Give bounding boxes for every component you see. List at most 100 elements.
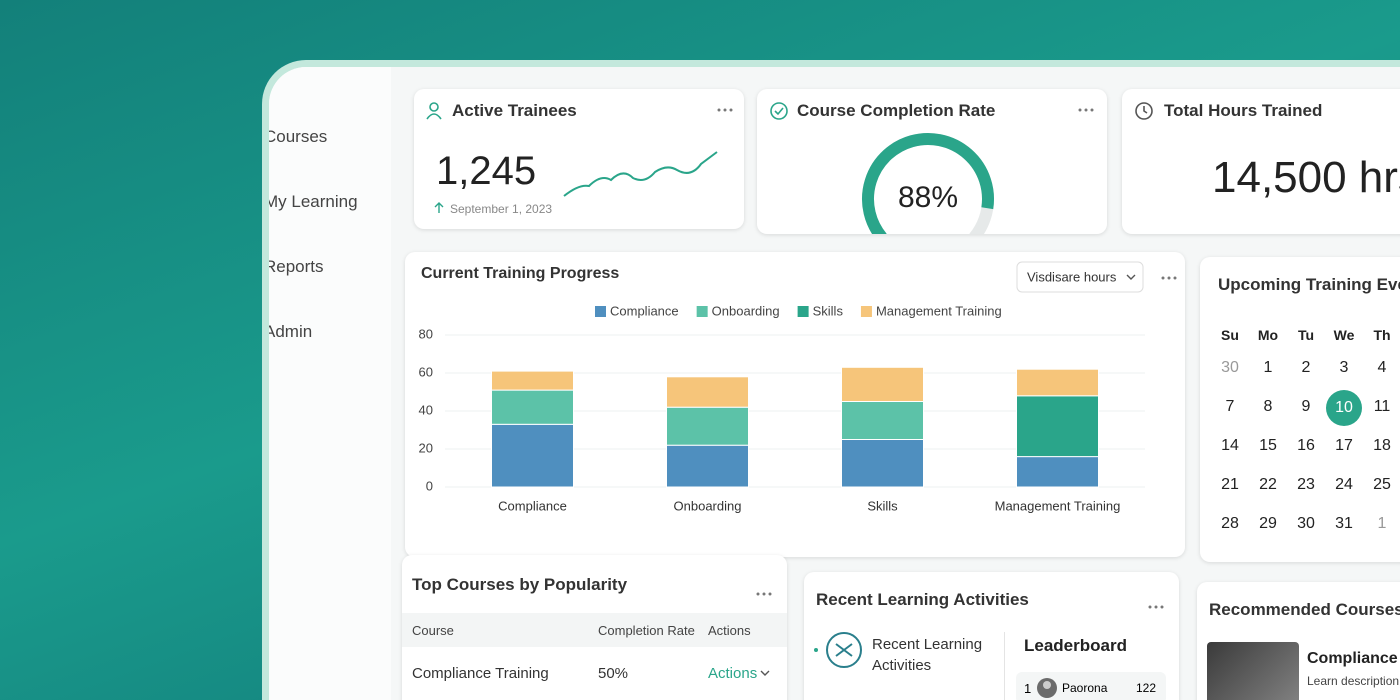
chart-title: Current Training Progress <box>421 265 619 282</box>
calendar-cell[interactable]: 15 <box>1259 437 1277 454</box>
x-tick-label: Compliance <box>498 498 567 513</box>
points: 122 <box>1135 681 1156 695</box>
active-trainees-card: Active Trainees 1,245 September 1, 2023 <box>414 89 744 229</box>
up-arrow <box>434 202 444 213</box>
kpi-value: 1,245 <box>436 149 537 193</box>
calendar-cell[interactable]: 9 <box>1301 398 1311 415</box>
x-tick-label: Onboarding <box>674 498 742 513</box>
actions-button[interactable]: Actions <box>708 665 758 682</box>
users-icon <box>426 102 442 120</box>
calendar-cell[interactable]: 2 <box>1301 359 1311 376</box>
completion-rate: 50% <box>598 665 629 682</box>
calendar-cell[interactable]: 29 <box>1259 515 1277 532</box>
completion-card: Course Completion Rate 88% <box>757 89 1107 234</box>
calendar-cell[interactable]: 18 <box>1373 437 1391 454</box>
chart: Current Training Progress Visdisare hour… <box>419 261 1177 513</box>
dropdown-label[interactable]: Visdisare hours <box>1027 269 1117 284</box>
card-title: Course Completion Rate <box>797 101 996 120</box>
card-title: Upcoming Training Events <box>1218 275 1400 294</box>
calendar-cell[interactable]: 3 <box>1339 359 1349 376</box>
bar-segment <box>491 370 574 391</box>
menu-dots[interactable] <box>1077 107 1095 113</box>
x-tick-label: Management Training <box>995 498 1121 513</box>
card-title: Total Hours Trained <box>1164 101 1323 120</box>
menu-dots[interactable] <box>755 591 773 597</box>
nav-item[interactable]: Admin <box>264 322 313 341</box>
menu-dots[interactable] <box>716 107 734 113</box>
dashboard-panel: Courses My Learning Reports Admin Active… <box>262 60 1400 700</box>
menu-dots[interactable] <box>1147 604 1165 610</box>
course-thumbnail <box>1207 642 1299 700</box>
nav-item[interactable]: My Learning <box>264 192 358 211</box>
bar-segment <box>666 406 749 446</box>
kpi-value: 14,500 hrs <box>1212 153 1400 202</box>
legend-label: Onboarding <box>712 303 780 318</box>
calendar-cell[interactable]: 21 <box>1221 476 1239 493</box>
calendar-cell[interactable]: 11 <box>1373 398 1391 415</box>
leaderboard-row: 1 Paorona 122 <box>1016 672 1166 700</box>
nav-item[interactable]: Courses <box>264 127 328 146</box>
chevron <box>1126 274 1136 280</box>
calendar-cell[interactable]: 28 <box>1221 515 1239 532</box>
activity-text: Recent Learning Activities <box>872 636 983 674</box>
recommended-card: Recommended Courses Compliance Training … <box>1197 582 1400 700</box>
calendar-cell[interactable]: Th <box>1373 327 1391 343</box>
y-tick-label: 20 <box>419 440 433 455</box>
calendar-cell[interactable]: 1 <box>1377 515 1387 532</box>
dropdown[interactable] <box>1016 261 1144 293</box>
calendar-cell[interactable]: 30 <box>1297 515 1315 532</box>
y-tick-label: 60 <box>419 364 433 379</box>
calendar-cell[interactable]: 7 <box>1225 398 1235 415</box>
divider <box>1004 632 1005 700</box>
y-tick-label: 0 <box>426 478 433 493</box>
activity-icon <box>814 632 862 668</box>
calendar-cell[interactable]: 4 <box>1377 359 1387 376</box>
menu-dots[interactable] <box>1161 276 1177 280</box>
legend-label: Compliance <box>610 303 679 318</box>
header-cell: Completion Rate <box>598 623 695 638</box>
calendar-cell[interactable]: We <box>1333 327 1355 343</box>
calendar-cell[interactable]: 1 <box>1263 359 1273 376</box>
bar-segment <box>666 444 749 488</box>
header-cell: Actions <box>708 623 751 638</box>
calendar-cell[interactable]: 10 <box>1326 390 1362 426</box>
course-title[interactable]: Compliance Training <box>1307 650 1400 667</box>
legend-swatch <box>797 306 809 317</box>
x-tick-label: Skills <box>867 498 898 513</box>
calendar-cell[interactable]: Tu <box>1297 327 1315 343</box>
y-tick-label: 40 <box>419 402 433 417</box>
bar-segment <box>1016 395 1099 458</box>
calendar-cell[interactable]: 31 <box>1335 515 1353 532</box>
calendar-cell[interactable]: 16 <box>1297 437 1315 454</box>
name: Paorona <box>1062 681 1108 695</box>
calendar-cell[interactable]: Su <box>1221 327 1239 343</box>
card-title: Recent Learning Activities <box>816 590 1029 609</box>
calendar-cell[interactable]: 8 <box>1263 398 1273 415</box>
bar-segment <box>1016 368 1099 397</box>
legend-swatch <box>595 306 606 317</box>
calendar-cell[interactable]: 30 <box>1221 359 1239 376</box>
gauge-label: 88% <box>898 181 958 214</box>
calendar-cell[interactable]: 22 <box>1259 476 1277 493</box>
course-name: Compliance Training <box>412 665 549 682</box>
top-courses-card: Top Courses by Popularity Course Complet… <box>402 555 787 700</box>
card-title: Top Courses by Popularity <box>412 575 628 594</box>
legend-swatch <box>696 306 708 317</box>
bar-segment <box>1016 456 1099 488</box>
bar-segment <box>491 389 574 425</box>
calendar-cell[interactable]: 17 <box>1335 437 1353 454</box>
leaderboard-title: Leaderboard <box>1024 636 1127 655</box>
recent-card: Recent Learning Activities Recent Learni… <box>804 572 1179 700</box>
calendar-card: Upcoming Training Events SuMoTuWeTh30123… <box>1200 257 1400 562</box>
calendar-cell[interactable]: Mo <box>1257 327 1279 343</box>
chart-card: Current Training Progress Visdisare hour… <box>405 252 1185 557</box>
hours-card: Total Hours Trained 14,500 hrs <box>1122 89 1400 234</box>
calendar-cell[interactable]: 25 <box>1373 476 1391 493</box>
legend-swatch <box>860 306 872 317</box>
calendar-cell[interactable]: 14 <box>1221 437 1239 454</box>
nav-item[interactable]: Reports <box>264 257 324 276</box>
legend-label: Management Training <box>876 303 1002 318</box>
calendar-cell[interactable]: 24 <box>1335 476 1353 493</box>
calendar-cell[interactable]: 23 <box>1297 476 1315 493</box>
